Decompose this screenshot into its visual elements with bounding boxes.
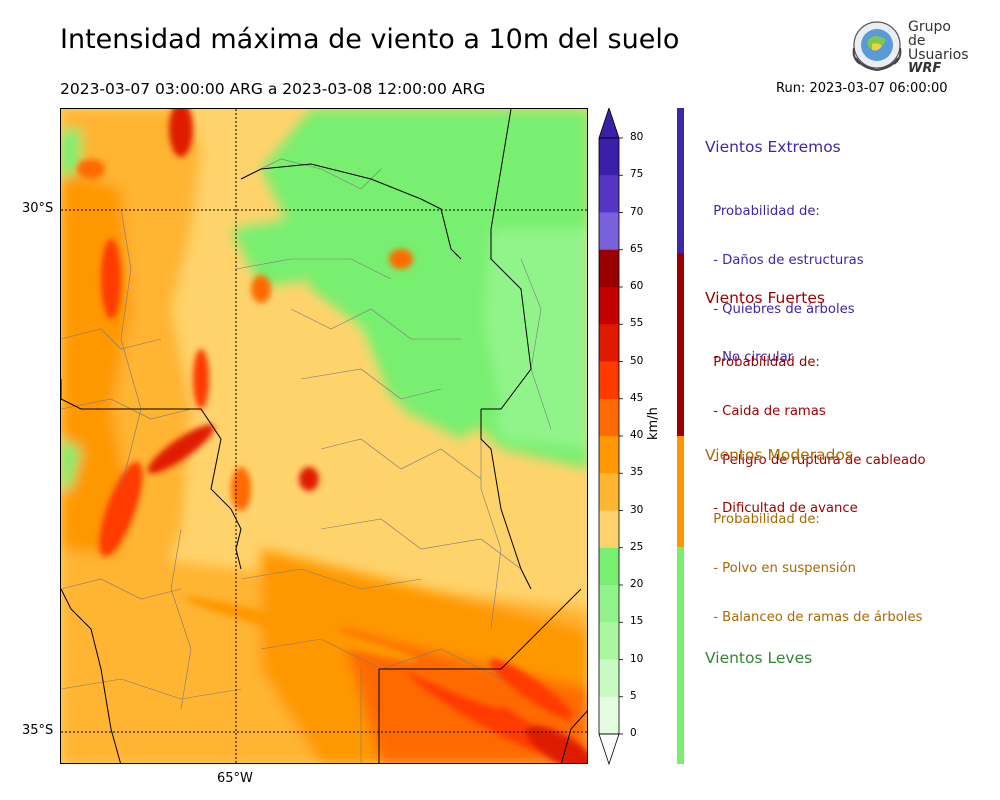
colorbar-tick-label: 20 xyxy=(630,578,644,590)
logo-line-1: Grupo de xyxy=(908,19,951,49)
category-desc-strong: Probabilidad de: - Caida de ramas - Peli… xyxy=(709,323,926,534)
category-desc-extreme: Probabilidad de: - Daños de estructuras … xyxy=(709,172,864,383)
logo-text: Grupo de Usuarios WRF xyxy=(908,20,969,76)
logo-line-2: Usuarios xyxy=(908,47,969,63)
colorbar-band xyxy=(599,287,619,325)
category-bar-moderate xyxy=(677,436,684,547)
colorbar-tick-label: 0 xyxy=(630,727,637,739)
strong-line-2: - Caida de ramas xyxy=(709,404,826,420)
colorbar-band xyxy=(599,585,619,623)
moderate-line-2: - Polvo en suspensión xyxy=(709,561,856,577)
strong-line-4: - Dificultad de avance xyxy=(709,501,858,517)
colorbar-tick-label: 10 xyxy=(630,652,644,665)
colorbar-tick-label: 15 xyxy=(630,615,644,628)
colorbar-band xyxy=(599,138,619,176)
extreme-line-2: - Daños de estructuras xyxy=(709,253,864,269)
lat-label-35s: 35°S xyxy=(22,723,54,738)
colorbar-band xyxy=(599,324,619,362)
colorbar-band xyxy=(599,510,619,549)
colorbar-band xyxy=(599,547,619,586)
colorbar xyxy=(598,108,623,766)
category-bar-strong xyxy=(677,253,684,436)
globe-emblem-icon xyxy=(852,21,902,72)
colorbar-tick-label: 45 xyxy=(630,391,644,404)
colorbar-tick-label: 65 xyxy=(630,242,644,255)
category-title-extreme: Vientos Extremos xyxy=(705,138,841,156)
logo-line-3: WRF xyxy=(908,61,942,76)
colorbar-extend-top xyxy=(598,108,620,139)
colorbar-band xyxy=(599,361,619,400)
extreme-line-3: - Quiebres de árboles xyxy=(709,301,855,317)
colorbar-tick-label: 80 xyxy=(630,131,644,143)
wrf-logo: Grupo de Usuarios WRF xyxy=(848,18,969,76)
colorbar-band xyxy=(599,473,619,511)
strong-line-3: - Peligro de ruptura de cableado xyxy=(709,452,926,468)
strong-line-1: Probabilidad de: xyxy=(709,355,820,371)
forecast-period: 2023-03-07 03:00:00 ARG a 2023-03-08 12:… xyxy=(60,80,486,98)
category-title-moderate: Vientos Moderados xyxy=(705,446,853,464)
colorbar-units: km/h xyxy=(646,407,661,440)
colorbar-tick-label: 60 xyxy=(630,280,644,292)
category-desc-moderate: Probabilidad de: - Polvo en suspensión -… xyxy=(709,480,922,642)
colorbar-tick-label: 50 xyxy=(630,354,644,367)
colorbar-tick-label: 5 xyxy=(630,689,637,702)
category-bar-light xyxy=(677,547,684,764)
extreme-line-1: Probabilidad de: xyxy=(709,204,820,220)
wind-field xyxy=(61,109,587,763)
lat-label-30s: 30°S xyxy=(22,201,54,216)
colorbar-tick-label: 25 xyxy=(630,540,644,553)
category-title-light: Vientos Leves xyxy=(705,649,813,667)
colorbar-band xyxy=(599,175,619,213)
category-title-strong: Vientos Fuertes xyxy=(705,289,825,307)
moderate-line-1: Probabilidad de: xyxy=(709,512,820,528)
colorbar-tick-label: 70 xyxy=(630,205,644,218)
colorbar-tick-label: 55 xyxy=(630,317,644,330)
colorbar-tick-label: 40 xyxy=(630,429,644,441)
extreme-line-4: - No circular xyxy=(709,350,794,366)
run-time: Run: 2023-03-07 06:00:00 xyxy=(776,81,948,96)
map-title: Intensidad máxima de viento a 10m del su… xyxy=(60,24,680,55)
colorbar-band xyxy=(599,696,619,735)
colorbar-tick-label: 75 xyxy=(630,168,644,181)
colorbar-band xyxy=(599,436,619,474)
colorbar-tick-label: 35 xyxy=(630,466,644,479)
category-bar-extreme xyxy=(677,108,684,253)
lon-label-65w: 65°W xyxy=(217,771,253,786)
colorbar-band xyxy=(599,212,619,251)
colorbar-band xyxy=(599,398,619,437)
colorbar-band xyxy=(599,249,619,288)
colorbar-extend-bottom xyxy=(598,733,620,766)
colorbar-tick-label: 30 xyxy=(630,503,644,516)
moderate-line-3: - Balanceo de ramas de árboles xyxy=(709,609,923,625)
wind-map xyxy=(60,108,588,764)
colorbar-band xyxy=(599,659,619,698)
colorbar-band xyxy=(599,622,619,660)
